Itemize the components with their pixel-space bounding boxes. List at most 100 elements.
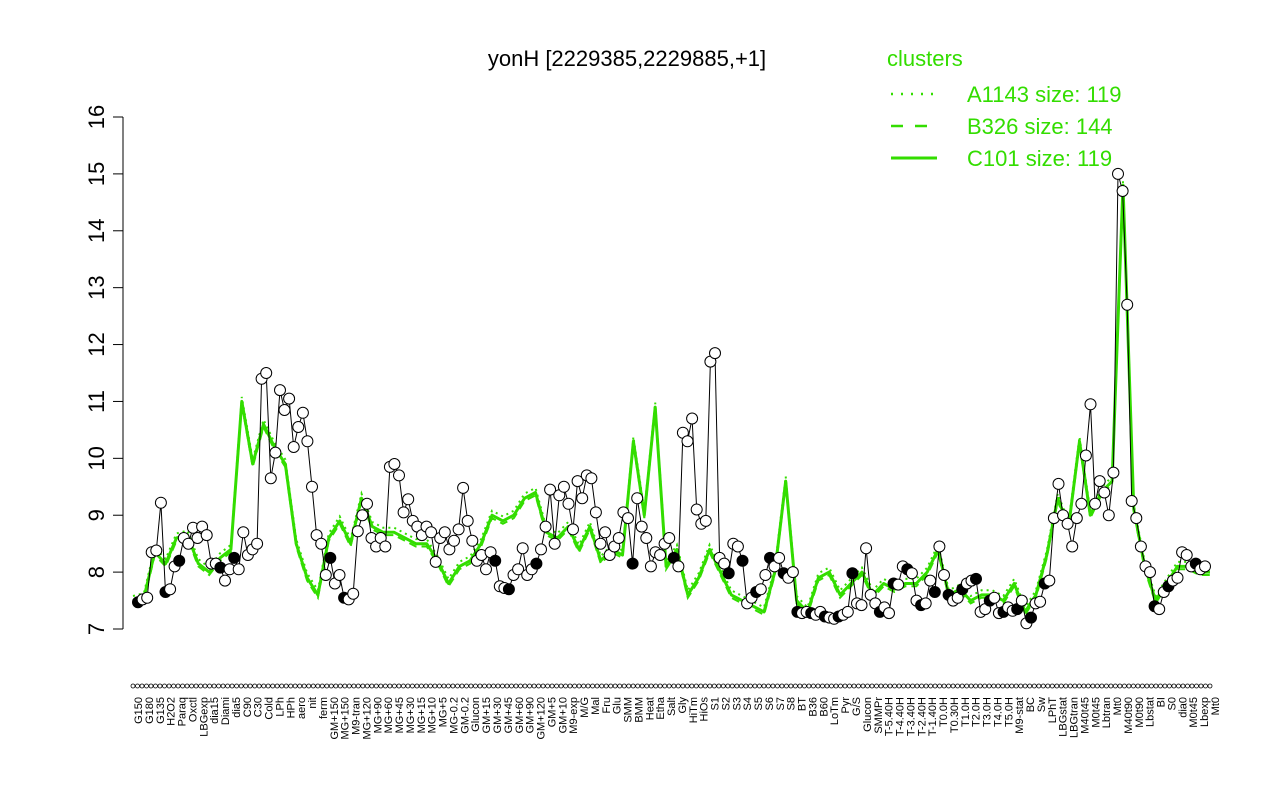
- x-tick-mark: [775, 683, 780, 689]
- x-tick-mark: [378, 683, 384, 689]
- x-tick-mark: [1090, 683, 1096, 689]
- x-tick-label: C30: [253, 697, 265, 717]
- x-tick-label: MG+30: [405, 697, 417, 733]
- data-point: [283, 392, 296, 405]
- data-point: [425, 526, 438, 539]
- y-axis: 7 8 9 10 11 12 13 14 15 16: [84, 105, 124, 635]
- x-tick-mark: [1131, 683, 1136, 689]
- x-tick-label: GM-0.2: [459, 697, 471, 734]
- x-tick-mark: [1004, 683, 1010, 689]
- x-tick-mark: [770, 683, 776, 689]
- x-tick-mark: [572, 683, 577, 689]
- x-tick-mark: [932, 683, 938, 689]
- data-point: [681, 435, 694, 448]
- x-tick-mark: [1207, 683, 1213, 689]
- x-tick-mark: [797, 683, 803, 689]
- data-point: [296, 406, 309, 419]
- x-tick-mark: [1072, 683, 1078, 689]
- x-tick-label: Mt0: [1210, 697, 1222, 715]
- x-tick-mark: [427, 683, 433, 689]
- x-tick-label: M0t90: [1134, 697, 1146, 728]
- x-tick-label: S7: [775, 697, 787, 710]
- x-tick-label: MG+60: [383, 697, 395, 733]
- x-tick-label: GM+15: [481, 697, 493, 733]
- data-point: [457, 481, 470, 494]
- x-tick-mark: [991, 683, 997, 689]
- data-point: [315, 537, 328, 550]
- data-point: [228, 551, 241, 564]
- y-tick-label: 16: [84, 105, 109, 129]
- x-tick-label: T5.0H: [1003, 697, 1015, 727]
- y-tick-label: 7: [84, 623, 109, 635]
- x-tick-label: GM+150: [329, 697, 341, 740]
- x-tick-mark: [968, 683, 974, 689]
- x-tick-mark: [905, 683, 911, 689]
- data-point: [278, 404, 291, 416]
- data-point: [635, 520, 648, 533]
- data-point: [557, 480, 570, 493]
- data-point: [480, 563, 492, 576]
- x-tick-mark: [216, 683, 222, 689]
- x-tick-mark: [1045, 683, 1051, 689]
- x-tick-mark: [540, 683, 546, 689]
- x-tick-label: LPh: [274, 697, 286, 717]
- x-tick-mark: [1144, 683, 1150, 689]
- x-tick-label: M9-exp: [568, 697, 580, 734]
- x-tick-mark: [274, 683, 280, 689]
- x-tick-mark: [414, 683, 420, 689]
- x-tick-mark: [1094, 683, 1100, 689]
- data-point: [251, 537, 264, 550]
- x-tick-mark: [671, 683, 677, 689]
- x-tick-mark: [761, 683, 767, 689]
- x-tick-mark: [738, 683, 744, 689]
- x-tick-mark: [698, 683, 704, 689]
- data-point: [919, 597, 932, 610]
- x-tick-mark: [860, 683, 866, 689]
- x-tick-label: BT: [797, 697, 809, 711]
- x-tick-label: M0t45: [1188, 697, 1200, 728]
- x-tick-label: T1.0H: [960, 697, 972, 727]
- y-tick-label: 9: [84, 509, 109, 521]
- legend-entries: A1143 size: 119 B326 size: 144 C101 size: …: [891, 82, 1122, 171]
- x-tick-mark: [288, 683, 294, 689]
- x-tick-mark: [1194, 683, 1199, 689]
- x-tick-label: Diami: [220, 697, 232, 725]
- x-tick-mark: [148, 683, 154, 689]
- x-tick-mark: [1108, 683, 1114, 689]
- x-tick-mark: [847, 683, 852, 689]
- x-tick-label: Paraq: [177, 697, 189, 726]
- x-tick-label: dia15: [209, 697, 221, 724]
- data-point: [274, 384, 286, 397]
- x-tick-mark: [986, 683, 992, 689]
- data-point: [438, 526, 451, 539]
- x-tick-mark: [910, 683, 915, 689]
- x-tick-label: Lbexp: [1199, 697, 1211, 727]
- data-point: [1061, 517, 1074, 530]
- x-tick-mark: [802, 683, 807, 689]
- x-tick-mark: [675, 683, 681, 689]
- x-tick-mark: [324, 683, 330, 689]
- x-tick-mark: [346, 683, 352, 689]
- x-tick-label: G/S: [851, 697, 863, 716]
- x-tick-mark: [896, 683, 902, 689]
- x-tick-label: Glucon: [862, 697, 874, 732]
- x-tick-mark: [256, 683, 262, 689]
- data-point: [1171, 571, 1184, 584]
- x-tick-label: M40t90: [1123, 697, 1135, 734]
- x-tick-label: S1: [710, 697, 722, 710]
- data-point: [388, 458, 401, 470]
- x-tick-mark: [1203, 683, 1208, 689]
- x-tick-mark: [666, 683, 672, 689]
- x-tick-mark: [504, 683, 510, 689]
- x-tick-label: MG+15: [416, 697, 428, 733]
- x-tick-mark: [1063, 683, 1069, 689]
- data-point: [150, 544, 163, 557]
- x-tick-mark: [337, 683, 343, 689]
- data-point: [164, 583, 177, 596]
- x-tick-mark: [482, 683, 487, 689]
- data-point: [452, 523, 465, 536]
- data-point: [892, 578, 905, 591]
- x-tick-mark: [436, 683, 442, 689]
- x-tick-mark: [220, 683, 226, 689]
- x-tick-mark: [1117, 683, 1123, 689]
